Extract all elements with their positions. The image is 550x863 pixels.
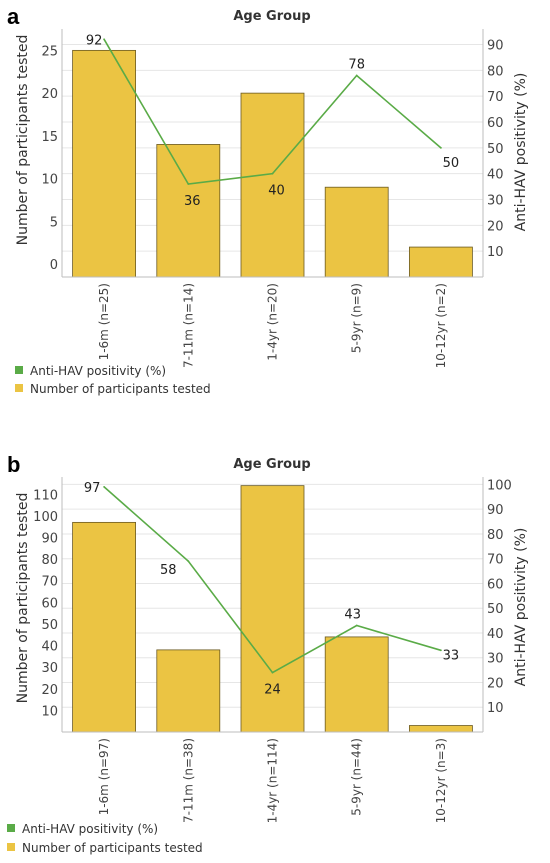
bar bbox=[408, 246, 473, 278]
legend: Anti-HAV positivity (%) Number of partic… bbox=[7, 822, 203, 855]
y2-tick-label: 70 bbox=[487, 90, 504, 105]
x-tick-label: 5-9yr (n=9) bbox=[350, 283, 364, 353]
y2-tick-label: 60 bbox=[487, 116, 504, 131]
x-tick-label: 10-12yr (n=3) bbox=[434, 738, 448, 823]
x-tick-label: 5-9yr (n=44) bbox=[350, 738, 364, 816]
line-point bbox=[187, 183, 190, 185]
y-tick-label: 100 bbox=[33, 510, 58, 525]
y-tick-label: 15 bbox=[41, 130, 58, 145]
x-tick-label: 7-11m (n=14) bbox=[181, 283, 195, 368]
data-label: 78 bbox=[348, 58, 365, 73]
legend-label-participants: Number of participants tested bbox=[22, 841, 203, 855]
data-label: 24 bbox=[264, 683, 281, 698]
y-tick-label: 25 bbox=[41, 44, 58, 59]
bar bbox=[156, 649, 221, 733]
y2-tick-label: 50 bbox=[487, 602, 504, 617]
y2-tick-label: 70 bbox=[487, 553, 504, 568]
y-tick-label: 10 bbox=[41, 704, 58, 719]
data-label: 97 bbox=[84, 481, 101, 496]
bar bbox=[324, 636, 389, 733]
bar bbox=[72, 49, 136, 278]
data-label: 50 bbox=[443, 156, 460, 171]
legend-label-positivity: Anti-HAV positivity (%) bbox=[22, 822, 158, 836]
line-point bbox=[187, 560, 190, 563]
chart-title: Age Group bbox=[233, 9, 310, 24]
y2-axis-label: Anti-HAV positivity (%) bbox=[513, 73, 529, 232]
chart-panel-a: a Age Group Number of participants teste… bbox=[7, 4, 529, 396]
legend-label-participants: Number of participants tested bbox=[30, 382, 211, 396]
data-label: 33 bbox=[443, 648, 460, 663]
bar bbox=[156, 144, 221, 278]
y-tick-label: 5 bbox=[50, 215, 58, 230]
line-point bbox=[103, 486, 105, 488]
legend-swatch-line bbox=[7, 824, 15, 832]
y-tick-label: 20 bbox=[41, 683, 58, 698]
x-tick-label: 1-4yr (n=20) bbox=[266, 283, 280, 361]
y-tick-label: 70 bbox=[41, 575, 58, 590]
bar bbox=[324, 186, 389, 278]
x-tick-label: 10-12yr (n=2) bbox=[434, 283, 448, 368]
y-tick-label: 40 bbox=[41, 640, 58, 655]
y-tick-label: 110 bbox=[33, 488, 58, 503]
y2-tick-label: 90 bbox=[487, 39, 504, 54]
y2-tick-label: 40 bbox=[487, 627, 504, 642]
y2-tick-label: 40 bbox=[487, 168, 504, 183]
y2-tick-label: 100 bbox=[487, 478, 512, 493]
chart-panel-b: b Age Group Number of participants teste… bbox=[7, 452, 529, 855]
line-point bbox=[440, 649, 442, 652]
y-tick-label: 20 bbox=[41, 87, 58, 102]
x-tick-label: 1-6m (n=25) bbox=[97, 283, 111, 360]
line-point bbox=[440, 146, 442, 149]
y2-tick-label: 10 bbox=[487, 701, 504, 716]
legend-label-positivity: Anti-HAV positivity (%) bbox=[30, 364, 166, 378]
y2-tick-label: 30 bbox=[487, 652, 504, 667]
chart-title: Age Group bbox=[233, 457, 310, 472]
y-tick-label: 0 bbox=[50, 258, 58, 273]
x-tick-label: 7-11m (n=38) bbox=[181, 738, 195, 823]
bar bbox=[72, 521, 136, 733]
y-tick-label: 30 bbox=[41, 661, 58, 676]
data-label: 58 bbox=[160, 563, 177, 578]
y2-axis-label: Anti-HAV positivity (%) bbox=[513, 528, 529, 687]
line-point bbox=[355, 624, 358, 627]
y-axis-label: Number of participants tested bbox=[15, 493, 31, 704]
y2-tick-label: 20 bbox=[487, 219, 504, 234]
bar bbox=[240, 92, 305, 278]
data-label: 92 bbox=[86, 33, 103, 48]
bar bbox=[408, 725, 473, 733]
y-tick-label: 10 bbox=[41, 173, 58, 188]
y-tick-label: 60 bbox=[41, 596, 58, 611]
y2-tick-label: 10 bbox=[487, 245, 504, 260]
panel-letter-a: a bbox=[7, 4, 20, 29]
bar bbox=[240, 485, 305, 733]
y-tick-label: 80 bbox=[41, 553, 58, 568]
legend-swatch-bar bbox=[15, 384, 23, 392]
data-label: 36 bbox=[184, 194, 201, 209]
legend-swatch-line bbox=[15, 366, 23, 374]
x-tick-label: 1-6m (n=97) bbox=[97, 738, 111, 815]
y2-tick-label: 80 bbox=[487, 528, 504, 543]
line-point bbox=[271, 671, 274, 674]
y2-tick-label: 30 bbox=[487, 194, 504, 209]
y2-tick-label: 60 bbox=[487, 577, 504, 592]
x-tick-label: 1-4yr (n=114) bbox=[266, 738, 280, 823]
y-tick-label: 90 bbox=[41, 532, 58, 547]
panel-letter-b: b bbox=[7, 452, 20, 477]
y-axis-label: Number of participants tested bbox=[15, 35, 31, 246]
legend: Anti-HAV positivity (%) Number of partic… bbox=[15, 364, 211, 396]
y2-tick-label: 80 bbox=[487, 64, 504, 79]
line-point bbox=[271, 172, 274, 175]
y-tick-label: 50 bbox=[41, 618, 58, 633]
y2-tick-label: 50 bbox=[487, 142, 504, 157]
y2-tick-label: 90 bbox=[487, 503, 504, 518]
line-point bbox=[103, 38, 105, 41]
y2-tick-label: 20 bbox=[487, 676, 504, 691]
line-point bbox=[355, 74, 358, 77]
data-label: 43 bbox=[344, 608, 361, 623]
legend-swatch-bar bbox=[7, 843, 15, 851]
data-label: 40 bbox=[268, 184, 285, 199]
